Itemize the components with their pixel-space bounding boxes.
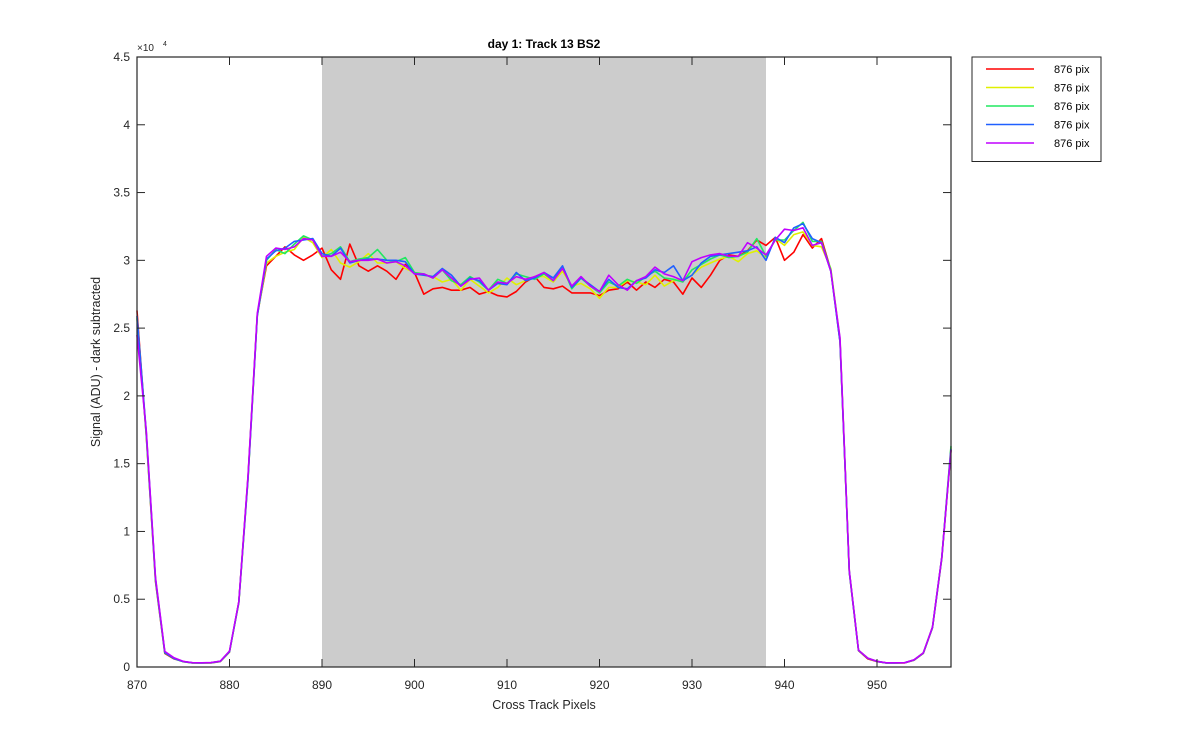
y-tick-label: 3.5 xyxy=(113,186,130,200)
x-tick-label: 870 xyxy=(127,678,147,692)
legend-box xyxy=(971,56,1102,162)
x-axis-label: Cross Track Pixels xyxy=(492,698,596,712)
y-exponent-power: 4 xyxy=(163,41,167,48)
series-lines xyxy=(136,221,952,664)
y-tick-label: 0.5 xyxy=(113,592,130,606)
x-tick-label: 930 xyxy=(682,678,702,692)
x-tick-label: 940 xyxy=(774,678,794,692)
x-tick-label: 910 xyxy=(497,678,517,692)
legend-label-1: 876 pix xyxy=(1054,64,1090,76)
y-tick-label: 2.5 xyxy=(113,321,130,335)
x-tick-label: 900 xyxy=(404,678,424,692)
x-tick-label: 880 xyxy=(219,678,239,692)
legend: 876 pix 876 pix 876 pix 876 pix 876 pix xyxy=(971,56,1102,162)
x-tick-label: 920 xyxy=(589,678,609,692)
y-tick-label: 4.5 xyxy=(113,50,130,64)
y-axis-label: Signal (ADU) - dark subtracted xyxy=(89,277,103,447)
y-tick-label: 2 xyxy=(123,389,130,403)
y-tick-label: 0 xyxy=(123,660,130,674)
x-tick-label: 890 xyxy=(312,678,332,692)
legend-label-5: 876 pix xyxy=(1054,138,1090,150)
y-tick-label: 1 xyxy=(123,524,130,538)
chart-title: day 1: Track 13 BS2 xyxy=(488,37,601,51)
legend-label-3: 876 pix xyxy=(1054,101,1090,113)
axes-frame xyxy=(136,56,952,668)
y-exponent-label: ×10 xyxy=(137,43,154,54)
series-line-2 xyxy=(136,231,952,664)
legend-label-2: 876 pix xyxy=(1054,83,1090,95)
y-tick-label: 4 xyxy=(123,118,130,132)
x-tick-label: 950 xyxy=(867,678,887,692)
legend-label-4: 876 pix xyxy=(1054,120,1090,132)
y-axis-ticks: 0 0.5 1 1.5 2 2.5 3 3.5 4 4.5 xyxy=(113,50,951,674)
y-tick-label: 3 xyxy=(123,253,130,267)
shaded-region xyxy=(322,57,766,667)
plot-area: 870 880 890 900 910 920 930 940 950 0 0.5 1 1.5 2 2.5… xyxy=(113,50,952,692)
y-tick-label: 1.5 xyxy=(113,457,130,471)
series-line-5 xyxy=(136,227,952,664)
